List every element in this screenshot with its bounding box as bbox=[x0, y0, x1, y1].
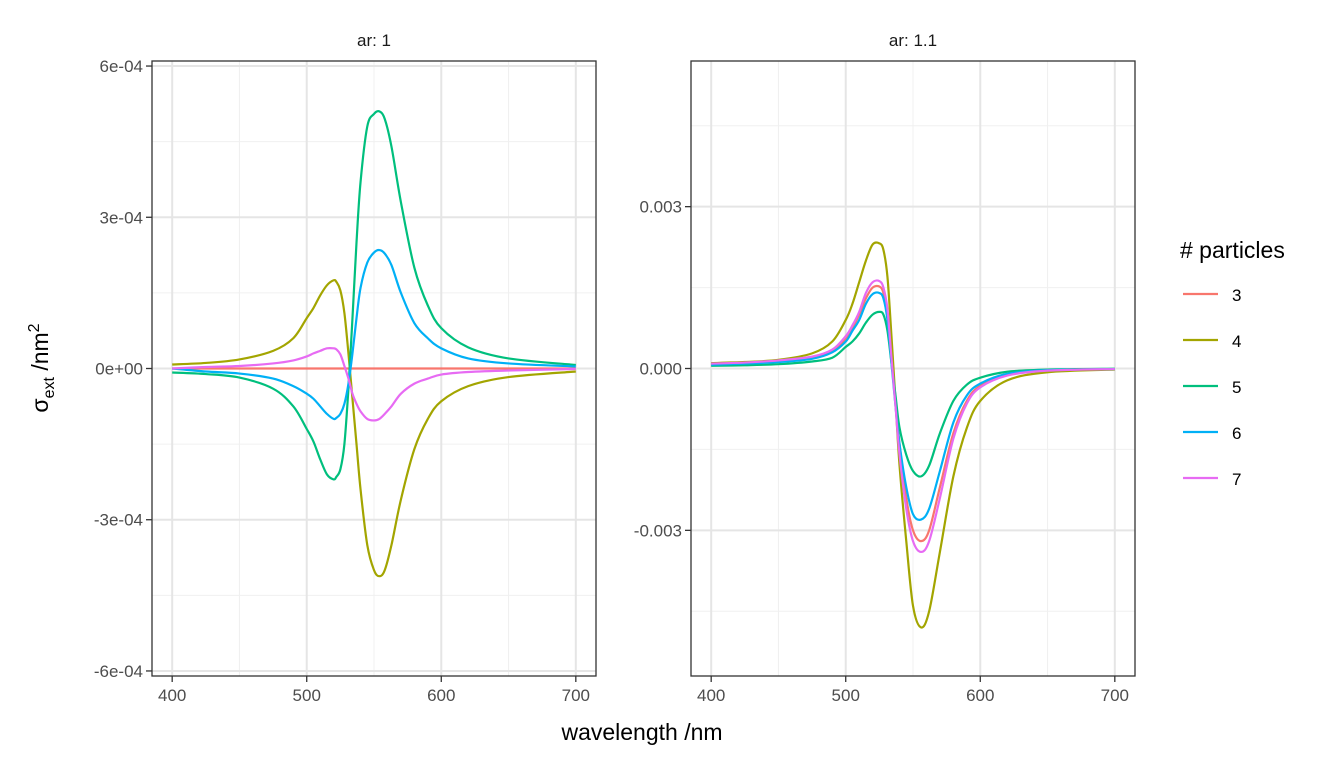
y-tick-label: 6e-04 bbox=[100, 57, 143, 76]
y-axis-title: σext /nm2 bbox=[26, 323, 58, 412]
legend-label-7: 7 bbox=[1232, 470, 1241, 489]
legend-label-6: 6 bbox=[1232, 424, 1241, 443]
x-tick-label: 700 bbox=[562, 686, 590, 705]
x-tick-label: 600 bbox=[427, 686, 455, 705]
panel-2: 400 500 600 700 -0.003 0.000 0.003 ar: 1.1 bbox=[634, 31, 1136, 705]
series-lines bbox=[711, 241, 1115, 629]
y-axis-title-sub: ext bbox=[41, 376, 58, 398]
panel-strip-label: ar: 1 bbox=[357, 31, 391, 50]
legend-label-5: 5 bbox=[1232, 378, 1241, 397]
legend-label-3: 3 bbox=[1232, 286, 1241, 305]
legend-item-3: 3 bbox=[1183, 286, 1241, 305]
y-tick-label: -6e-04 bbox=[94, 662, 143, 681]
legend-item-6: 6 bbox=[1183, 424, 1241, 443]
legend-item-5: 5 bbox=[1183, 378, 1241, 397]
series-line-4 bbox=[172, 278, 576, 578]
x-tick-label: 500 bbox=[293, 686, 321, 705]
y-tick-label: 0e+00 bbox=[95, 360, 143, 379]
legend-item-7: 7 bbox=[1183, 470, 1241, 489]
series-lines bbox=[172, 110, 576, 578]
panel-strip-label: ar: 1.1 bbox=[889, 31, 937, 50]
x-tick-label: 700 bbox=[1101, 686, 1129, 705]
y-axis-title-sup: 2 bbox=[26, 323, 43, 332]
y-tick-label: -0.003 bbox=[634, 521, 682, 540]
series-line-4 bbox=[711, 241, 1115, 629]
legend: # particles 3 4 5 6 7 bbox=[1180, 237, 1285, 489]
series-line-7 bbox=[172, 347, 576, 422]
y-axis-title-base: σ bbox=[27, 398, 53, 412]
y-tick-label: 0.000 bbox=[639, 360, 682, 379]
legend-item-4: 4 bbox=[1183, 332, 1241, 351]
series-line-7 bbox=[711, 279, 1115, 554]
legend-label-4: 4 bbox=[1232, 332, 1241, 351]
y-axis-title-unit: /nm bbox=[27, 332, 53, 377]
x-tick-label: 400 bbox=[158, 686, 186, 705]
legend-items: 3 4 5 6 7 bbox=[1183, 286, 1241, 489]
x-tick-label: 500 bbox=[832, 686, 860, 705]
x-tick-label: 400 bbox=[697, 686, 725, 705]
legend-title: # particles bbox=[1180, 237, 1285, 263]
y-tick-label: 0.003 bbox=[639, 198, 682, 217]
y-tick-label: 3e-04 bbox=[100, 208, 143, 227]
panel-1: 400 500 600 700 -6e-04 -3e-04 0e+00 3e-04 6e-04 a… bbox=[94, 31, 597, 705]
x-tick-label: 600 bbox=[966, 686, 994, 705]
series-line-5 bbox=[172, 110, 576, 481]
y-tick-label: -3e-04 bbox=[94, 511, 143, 530]
panels: 400 500 600 700 -6e-04 -3e-04 0e+00 3e-04 6e-04 a… bbox=[94, 31, 1136, 705]
series-line-6 bbox=[172, 248, 576, 421]
x-axis-title: wavelength /nm bbox=[560, 719, 722, 745]
